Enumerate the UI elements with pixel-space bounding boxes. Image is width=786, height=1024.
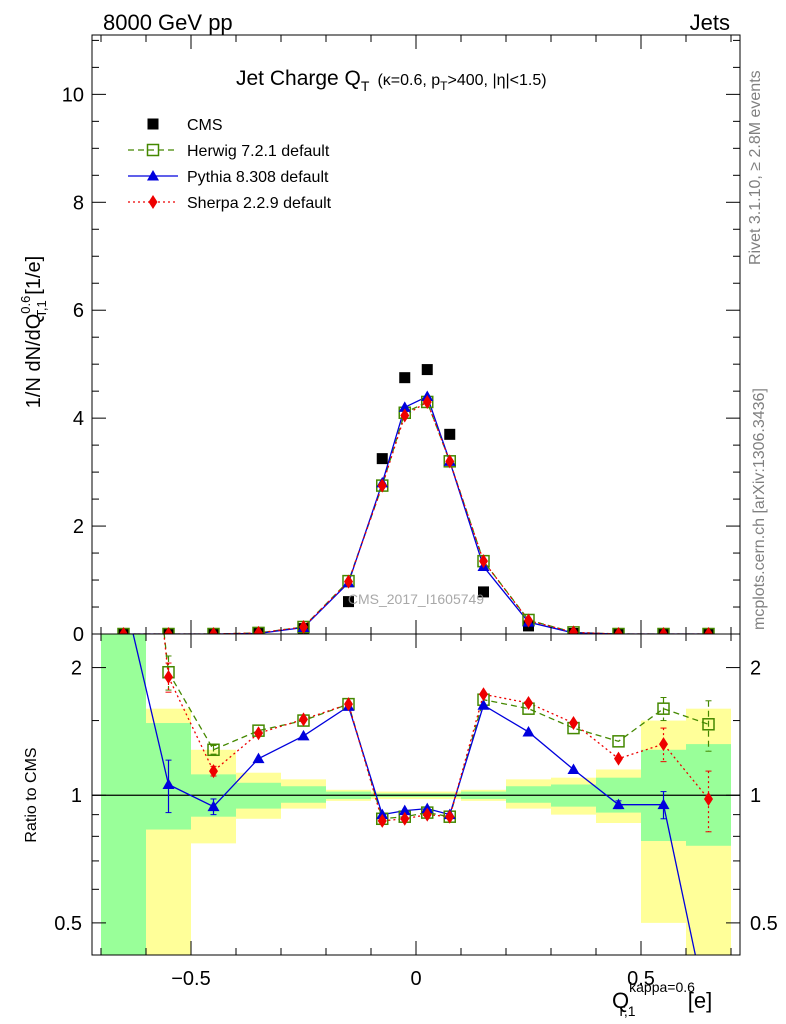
main-plot-content (117, 364, 715, 634)
x-tick-label-2: 0.5 (627, 968, 655, 990)
ratio-point-pythia-12 (612, 798, 625, 810)
ratio-point-pythia-6 (398, 804, 411, 816)
inner-band-0 (101, 634, 146, 955)
data-point-cms-8 (421, 364, 433, 376)
ratio-point-pythia-1 (207, 800, 220, 812)
ratio-y-tick-label-right-2: 2 (750, 658, 761, 680)
data-point-sherpa-9 (445, 454, 455, 469)
ratio-point-sherpa-9 (479, 687, 488, 702)
data-point-cms-6 (376, 453, 388, 465)
x-axis-label: Qkappa=0.6 T,1 [e] (612, 979, 712, 1019)
ratio-point-sherpa-1 (209, 764, 218, 779)
ratio-point-herwig-12 (612, 735, 625, 748)
data-point-cms-7 (399, 372, 411, 384)
ratio-point-sherpa-14 (704, 791, 713, 806)
legend: CMS Herwig 7.2.1 default Pythia 8.308 defa… (128, 117, 332, 212)
ratio-y-tick-label-2: 2 (71, 658, 82, 680)
ratio-point-pythia-0 (162, 778, 175, 790)
rivet-version-label: Rivet 3.1.10, ≥ 2.8M events (747, 70, 764, 265)
data-point-cms-5 (343, 596, 354, 608)
ratio-point-herwig-1 (207, 743, 220, 757)
data-point-sherpa-2 (209, 627, 218, 634)
legend-marker-sherpa (148, 195, 158, 209)
data-point-sherpa-8 (422, 394, 432, 409)
data-point-sherpa-11 (524, 613, 533, 628)
ratio-point-sherpa-11 (569, 716, 578, 731)
header-right: Jets (690, 10, 730, 35)
inner-band-4 (281, 786, 326, 803)
legend-label-pythia: Pythia 8.308 default (187, 169, 329, 186)
ratio-point-pythia-3 (297, 729, 310, 741)
y-tick-label-1: 2 (73, 516, 84, 538)
inner-band-8 (506, 786, 551, 803)
data-point-sherpa-5 (344, 574, 353, 589)
x-tick-label-1: 0 (410, 968, 421, 990)
ratio-point-sherpa-13 (659, 737, 668, 752)
data-point-sherpa-15 (704, 627, 713, 634)
ratio-point-pythia-2 (252, 752, 265, 764)
data-point-sherpa-13 (614, 627, 623, 634)
legend-marker-pythia (147, 170, 159, 181)
y-tick-label-3: 6 (73, 300, 84, 322)
ratio-y-tick-label-right-0: 0.5 (750, 913, 778, 935)
ratio-point-pythia-11 (567, 763, 580, 774)
chart-title: Jet Charge QT (κ=0.6, pT>400, |η|<1.5) (236, 67, 547, 94)
ratio-y-tick-label-right-1: 1 (750, 785, 761, 807)
ratio-point-sherpa-0 (164, 670, 173, 685)
ratio-point-sherpa-6 (400, 811, 410, 826)
ratio-plot-content (92, 634, 740, 955)
ratio-point-sherpa-5 (377, 813, 387, 828)
ratio-point-pythia-10 (522, 725, 535, 737)
legend-label-sherpa: Sherpa 2.2.9 default (187, 195, 332, 212)
ratio-point-sherpa-10 (524, 696, 533, 711)
analysis-watermark: CMS_2017_I1605749 (348, 591, 484, 607)
legend-label-cms: CMS (187, 117, 223, 134)
data-point-sherpa-14 (659, 627, 668, 634)
y-axis-label: 1/N dN/dQ0.6T,1 [1/e] (18, 256, 49, 408)
ratio-panel: 0.5 0.5 1 1 2 2 −0.5 0 0.5 Ratio to CMS Qkappa=0… (23, 633, 778, 1019)
mcplots-reference-label: mcplots.cern.ch [arXiv:1306.3436] (751, 388, 768, 630)
y-tick-label-5: 10 (62, 84, 84, 106)
data-point-sherpa-12 (569, 625, 578, 634)
legend-marker-herwig (146, 143, 160, 157)
ratio-y-tick-label-0: 0.5 (54, 913, 82, 935)
ratio-point-sherpa-12 (614, 751, 623, 766)
data-point-sherpa-1 (164, 627, 173, 634)
legend-marker-cms (147, 118, 159, 130)
ratio-point-sherpa-3 (299, 712, 308, 727)
x-tick-label-0: −0.5 (171, 968, 210, 990)
ratio-point-sherpa-4 (344, 697, 353, 712)
ratio-line-herwig (163, 634, 709, 820)
ratio-point-pythia-13 (657, 798, 670, 810)
ratio-point-sherpa-8 (445, 809, 455, 824)
data-point-sherpa-6 (377, 478, 387, 493)
ratio-point-herwig-14 (702, 718, 715, 731)
y-tick-label-2: 4 (73, 408, 84, 430)
data-point-sherpa-4 (299, 619, 308, 634)
legend-label-herwig: Herwig 7.2.1 default (187, 143, 330, 160)
y-tick-label-0: 0 (73, 624, 84, 646)
ratio-line-pythia (132, 634, 697, 955)
main-panel: CMS_2017_I1605749 0 2 4 6 8 10 Jet Charge QT(… (18, 34, 741, 646)
ratio-y-axis-label: Ratio to CMS (23, 747, 40, 842)
data-point-sherpa-3 (254, 625, 263, 634)
ratio-point-sherpa-7 (422, 807, 432, 822)
data-point-cms-10 (478, 586, 489, 598)
main-axes: 0 2 4 6 8 10 (62, 35, 740, 646)
ratio-axes: 0.5 0.5 1 1 2 2 −0.5 0 0.5 (54, 634, 778, 990)
data-point-sherpa-0 (119, 627, 128, 634)
data-point-cms-9 (444, 428, 456, 440)
ratio-y-tick-label-1: 1 (71, 785, 82, 807)
ratio-point-sherpa-2 (254, 726, 263, 741)
header-left: 8000 GeV pp (103, 10, 233, 35)
data-point-pythia-7 (398, 401, 411, 412)
ratio-point-pythia-9 (477, 699, 490, 710)
y-tick-label-4: 8 (73, 192, 84, 214)
data-point-sherpa-7 (400, 408, 410, 423)
ratio-point-herwig-13 (657, 702, 670, 715)
data-point-sherpa-10 (479, 554, 488, 569)
